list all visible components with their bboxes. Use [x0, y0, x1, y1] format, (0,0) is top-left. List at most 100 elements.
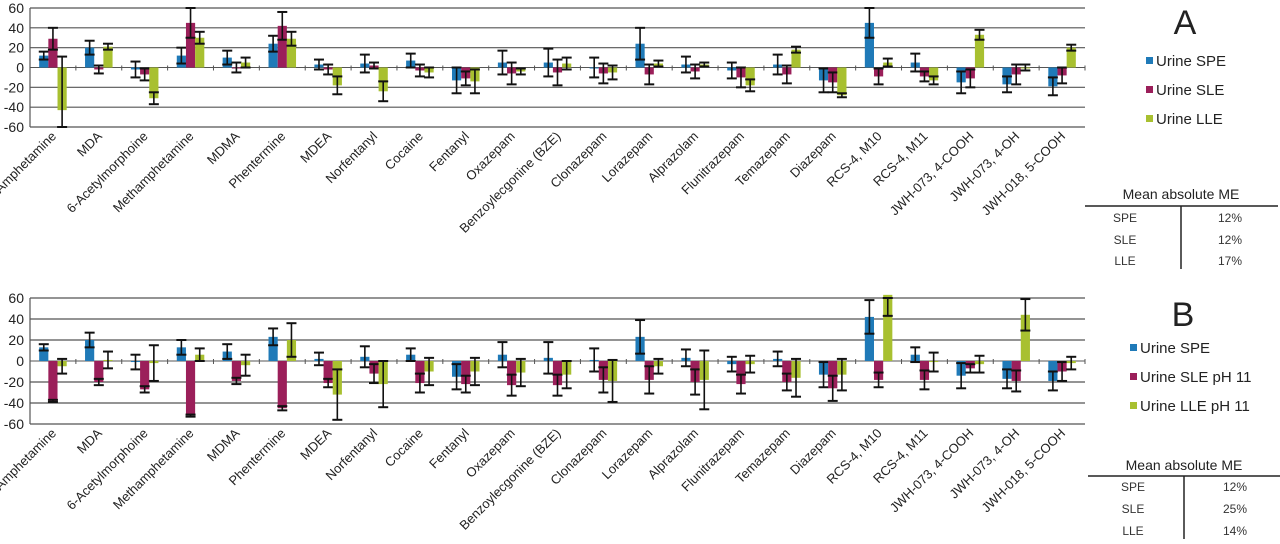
bar [286, 38, 297, 68]
legend-label: Urine SLE pH 11 [1140, 369, 1251, 386]
y-tick-label: -20 [4, 374, 24, 390]
bar [85, 47, 95, 68]
legend-label: Urine LLE pH 11 [1140, 398, 1250, 415]
table-cell: SLE [1114, 233, 1137, 247]
legend-label: Urine SLE [1156, 82, 1224, 99]
panel-b-side: B Urine SPE Urine SLE pH 11 Urine LLE pH… [1088, 296, 1280, 539]
bar [48, 38, 58, 68]
x-category-label: MDEA [297, 425, 334, 462]
y-tick-label: -20 [4, 79, 24, 95]
table-cell: LLE [1114, 254, 1135, 268]
legend-label: Urine SPE [1156, 53, 1226, 70]
y-tick-label: 20 [8, 40, 24, 56]
bar [864, 316, 874, 361]
table-cell: LLE [1122, 524, 1143, 538]
x-category-label: Methamphetamine [110, 426, 197, 513]
bar [94, 361, 104, 382]
bar [1020, 314, 1030, 361]
table-title: Mean absolute ME [1126, 457, 1243, 473]
table-cell: 12% [1223, 480, 1247, 494]
legend-a: Urine SPE Urine SLE Urine LLE [1146, 53, 1226, 128]
y-tick-label: -40 [4, 395, 24, 411]
bar [415, 361, 425, 384]
y-tick-label: 40 [8, 20, 24, 36]
table-cell: SPE [1121, 480, 1145, 494]
legend-swatch-sle [1130, 373, 1137, 380]
x-category-label: 6-Acetylmorphoine [64, 129, 151, 216]
table-cell: SLE [1122, 502, 1145, 516]
bar [837, 67, 847, 96]
y-tick-label: -40 [4, 99, 24, 115]
legend-label: Urine LLE [1156, 111, 1223, 128]
y-tick-label: 0 [16, 60, 24, 76]
bar [507, 361, 517, 386]
x-category-label: Amphetamine [0, 426, 59, 493]
x-category-label: JWH-018, 5-COOH [978, 426, 1068, 516]
panel-letter-a: A [1174, 4, 1197, 42]
legend-b: Urine SPE Urine SLE pH 11 Urine LLE pH 1… [1130, 340, 1251, 415]
table-cell: 12% [1218, 233, 1242, 247]
table-cell: 12% [1218, 211, 1242, 225]
table-cell: 14% [1223, 524, 1247, 538]
bar [39, 347, 49, 361]
x-category-label: MDA [74, 425, 105, 456]
x-category-label: Cocaine [382, 129, 426, 173]
bar [140, 361, 150, 390]
bar [85, 340, 95, 361]
y-tick-label: -60 [4, 416, 24, 432]
legend-swatch-lle [1130, 402, 1137, 409]
x-category-label: MDA [74, 128, 105, 159]
bar [974, 34, 985, 68]
bar [323, 361, 333, 384]
legend-swatch-lle [1146, 115, 1153, 122]
bar [149, 67, 159, 99]
panel-letter-b: B [1172, 296, 1195, 334]
x-category-label: MDEA [297, 128, 334, 165]
table-cell: SPE [1113, 211, 1137, 225]
table-cell: 25% [1223, 502, 1247, 516]
y-tick-label: 0 [16, 353, 24, 369]
bar [185, 22, 196, 68]
bar [277, 25, 287, 68]
x-category-label: Fentanyl [426, 425, 472, 471]
bar [864, 22, 874, 68]
x-category-label: JWH-018, 5-COOH [978, 129, 1068, 219]
x-category-label: MDMA [204, 128, 243, 167]
x-category-label: Amphetamine [0, 129, 59, 196]
panel-a-side: A Urine SPE Urine SLE Urine LLE Mean abs… [1085, 4, 1278, 269]
bar [736, 361, 746, 385]
bar [883, 294, 893, 361]
table-title: Mean absolute ME [1123, 186, 1240, 202]
legend-swatch-spe [1146, 57, 1153, 64]
bar [195, 37, 205, 68]
x-category-label: MDMA [204, 425, 243, 464]
x-category-label: Cocaine [382, 426, 426, 470]
bar [277, 361, 287, 409]
y-tick-label: 40 [8, 311, 24, 327]
bar [268, 43, 278, 68]
bar [791, 49, 801, 68]
bar [929, 67, 939, 81]
legend-swatch-sle [1146, 86, 1153, 93]
y-tick-label: 60 [8, 0, 24, 16]
x-category-label: Methamphetamine [110, 129, 197, 216]
bar [268, 336, 278, 361]
bar [103, 46, 113, 68]
x-category-label: JWH-073, 4-COOH [887, 426, 977, 516]
table-b: Mean absolute ME SPE 12% SLE 25% LLE 14% [1088, 457, 1280, 539]
bar [231, 361, 241, 381]
bar [461, 361, 471, 385]
bar [745, 67, 755, 86]
bar [552, 361, 563, 386]
bar [185, 361, 196, 416]
table-cell: 17% [1218, 254, 1242, 268]
legend-swatch-spe [1130, 344, 1137, 351]
x-category-label: JWH-073, 4-COOH [887, 129, 977, 219]
bar [378, 67, 388, 92]
x-category-label: Fentanyl [426, 128, 472, 174]
bar [39, 55, 49, 68]
bar [782, 361, 792, 382]
y-tick-label: -60 [4, 119, 24, 135]
